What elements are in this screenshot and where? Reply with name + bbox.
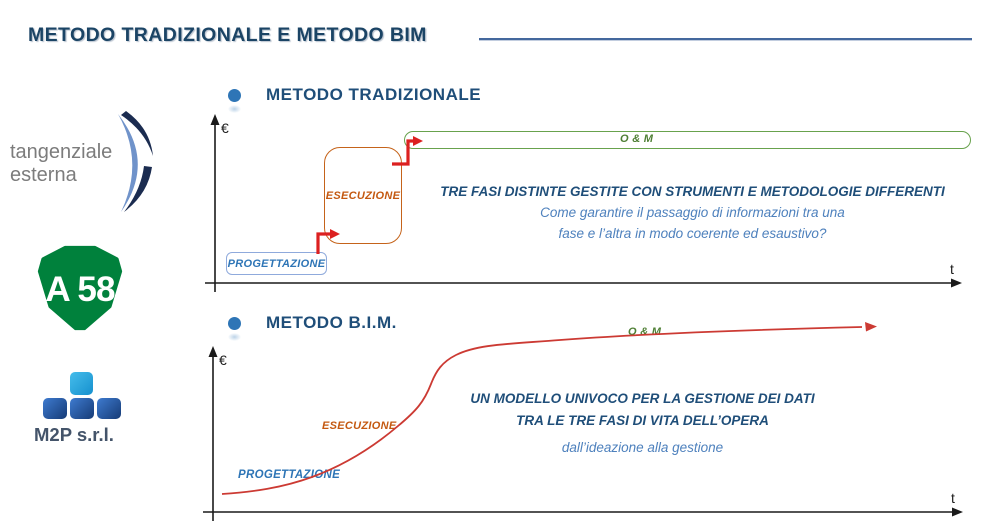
bim-esecuzione-label: ESECUZIONE bbox=[322, 420, 397, 432]
bim-text-line1: UN MODELLO UNIVOCO PER LA GESTIONE DEI D… bbox=[470, 391, 815, 406]
tangenziale-esterna-logo-text: tangenziale esterna bbox=[10, 141, 112, 187]
tangenziale-line2: esterna bbox=[10, 164, 77, 186]
section-title-traditional: METODO TRADIZIONALE bbox=[266, 85, 482, 104]
title-rule bbox=[479, 38, 972, 40]
om-bar: O & M bbox=[404, 131, 971, 149]
bullet-reflection bbox=[228, 333, 241, 341]
a58-shield-shape bbox=[37, 245, 123, 331]
traditional-text-line2: Come garantire il passaggio di informazi… bbox=[540, 205, 845, 220]
bullet-reflection bbox=[228, 105, 241, 113]
bullet-icon bbox=[228, 317, 241, 330]
bim-om-label: O & M bbox=[628, 326, 662, 338]
a58-shield-logo: A 58 bbox=[37, 245, 123, 331]
bim-text-block: UN MODELLO UNIVOCO PER LA GESTIONE DEI D… bbox=[420, 388, 865, 459]
m2p-square-right bbox=[97, 398, 121, 419]
traditional-text-line3: fase e l’altra in modo coerente ed esaus… bbox=[558, 226, 827, 241]
a58-label: A 58 bbox=[45, 270, 115, 309]
traditional-text-block: TRE FASI DISTINTE GESTITE CON STRUMENTI … bbox=[420, 181, 965, 244]
traditional-x-axis-label: t bbox=[950, 261, 954, 277]
om-bar-label: O & M bbox=[620, 133, 654, 145]
section-title-bim: METODO B.I.M. bbox=[266, 313, 397, 332]
bim-text-line3: dall’ideazione alla gestione bbox=[561, 440, 724, 455]
m2p-square-top bbox=[70, 372, 93, 395]
m2p-logo-label: M2P s.r.l. bbox=[34, 424, 114, 445]
bullet-icon bbox=[228, 89, 241, 102]
progettazione-box: PROGETTAZIONE bbox=[226, 252, 327, 275]
m2p-square-left bbox=[43, 398, 67, 419]
traditional-y-axis-label: € bbox=[221, 120, 229, 136]
bim-x-axis-label: t bbox=[951, 490, 955, 506]
tangenziale-arc-icon bbox=[118, 111, 153, 212]
bim-text-line2: TRA LE TRE FASI DI VITA DELL’OPERA bbox=[516, 413, 769, 428]
bim-y-axis-label: € bbox=[219, 352, 227, 368]
esecuzione-box: ESECUZIONE bbox=[324, 147, 402, 244]
bim-progettazione-label: PROGETTAZIONE bbox=[238, 469, 341, 481]
tangenziale-line1: tangenziale bbox=[10, 141, 113, 163]
page-title: METODO TRADIZIONALE E METODO BIM bbox=[28, 24, 427, 46]
traditional-text-line1: TRE FASI DISTINTE GESTITE CON STRUMENTI … bbox=[440, 184, 945, 199]
m2p-square-center bbox=[70, 398, 94, 419]
